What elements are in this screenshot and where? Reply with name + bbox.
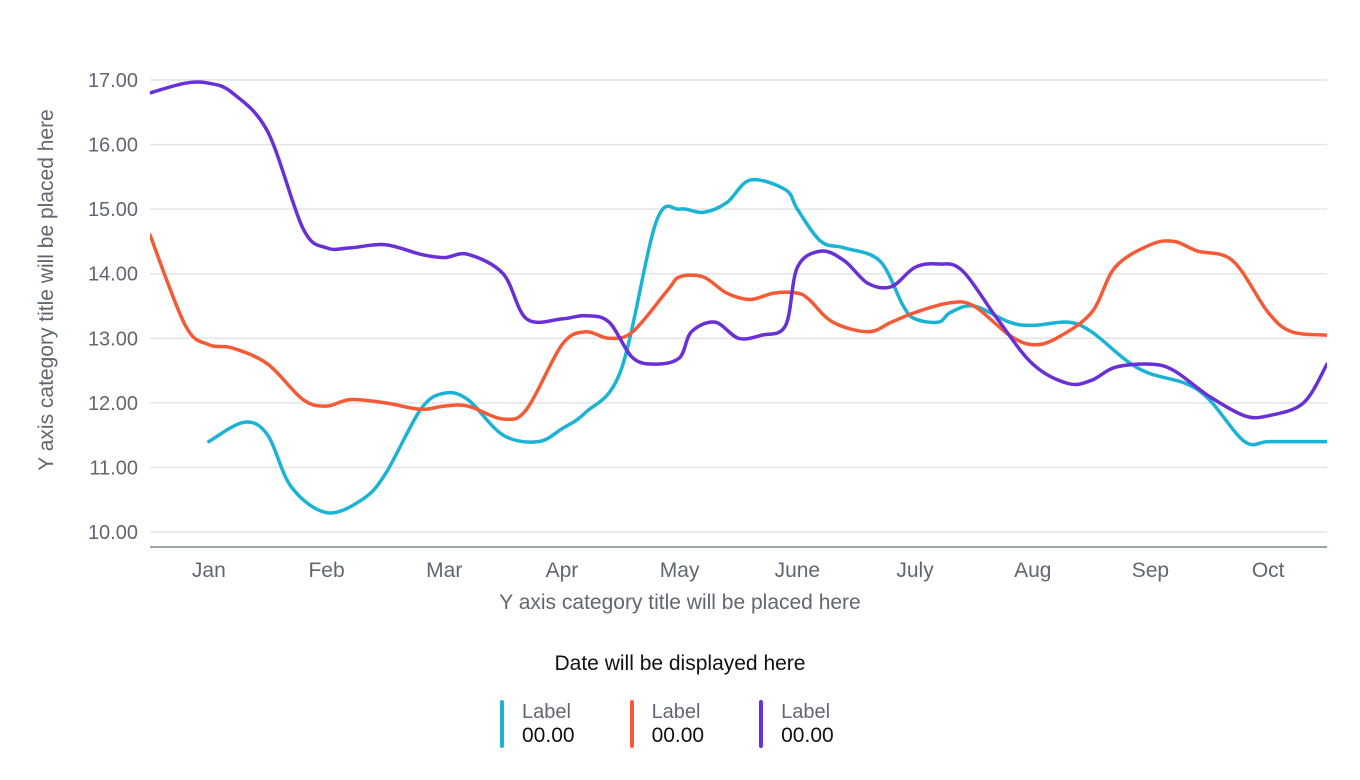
legend-value-series-1: 00.00 [522, 724, 575, 747]
y-tick-label: 15.00 [88, 199, 138, 221]
y-tick-label: 13.00 [88, 328, 138, 350]
y-axis-title: Y axis category title will be placed her… [35, 109, 58, 470]
legend: Label 00.00 Label 00.00 Label 00.00 [500, 700, 889, 748]
legend-label-series-1: Label [522, 701, 571, 723]
x-tick-labels: Jan Feb Mar Apr May June July Aug Sep Oct [192, 559, 1285, 582]
x-tick-label: June [775, 559, 821, 582]
legend-value-series-2: 00.00 [651, 724, 705, 747]
legend-value-series-3: 00.00 [781, 724, 834, 747]
legend-swatch-series-2 [629, 700, 634, 748]
y-tick-label: 17.00 [88, 70, 138, 92]
x-tick-label: Jan [192, 559, 226, 582]
legend-label-series-3: Label [781, 701, 831, 723]
date-label: Date will be displayed here [554, 652, 806, 675]
x-tick-label: Sep [1132, 559, 1169, 582]
x-tick-label: May [660, 559, 700, 582]
y-tick-label: 10.00 [88, 522, 138, 544]
y-tick-label: 11.00 [89, 457, 138, 479]
series-lines [150, 80, 1327, 515]
legend-swatch-series-1 [500, 700, 504, 748]
series-line-3 [150, 80, 1327, 420]
x-tick-label: Apr [546, 559, 579, 582]
x-tick-label: Oct [1252, 559, 1285, 582]
y-tick-label: 16.00 [88, 135, 138, 157]
series-line-2 [150, 233, 1327, 422]
line-chart: 10.00 11.00 12.00 13.00 14.00 15.00 16.00 17.00… [35, 70, 1327, 614]
legend-item-series-1[interactable]: Label 00.00 [500, 700, 575, 748]
legend-item-series-3[interactable]: Label 00.00 [759, 700, 834, 748]
y-tick-label: 14.00 [88, 264, 138, 286]
gridlines [150, 79, 1327, 533]
series-line-1 [207, 177, 1327, 515]
legend-swatch-series-3 [759, 700, 764, 748]
x-axis-title: Y axis category title will be placed her… [499, 591, 860, 614]
x-tick-label: Feb [308, 559, 344, 582]
y-tick-labels: 10.00 11.00 12.00 13.00 14.00 15.00 16.00 17.00 [88, 70, 138, 544]
legend-item-series-2[interactable]: Label 00.00 [629, 700, 705, 748]
y-tick-label: 12.00 [88, 393, 138, 415]
x-tick-label: July [896, 559, 934, 582]
x-tick-label: Mar [426, 559, 462, 582]
x-tick-label: Aug [1014, 559, 1051, 582]
legend-label-series-2: Label [651, 701, 701, 723]
